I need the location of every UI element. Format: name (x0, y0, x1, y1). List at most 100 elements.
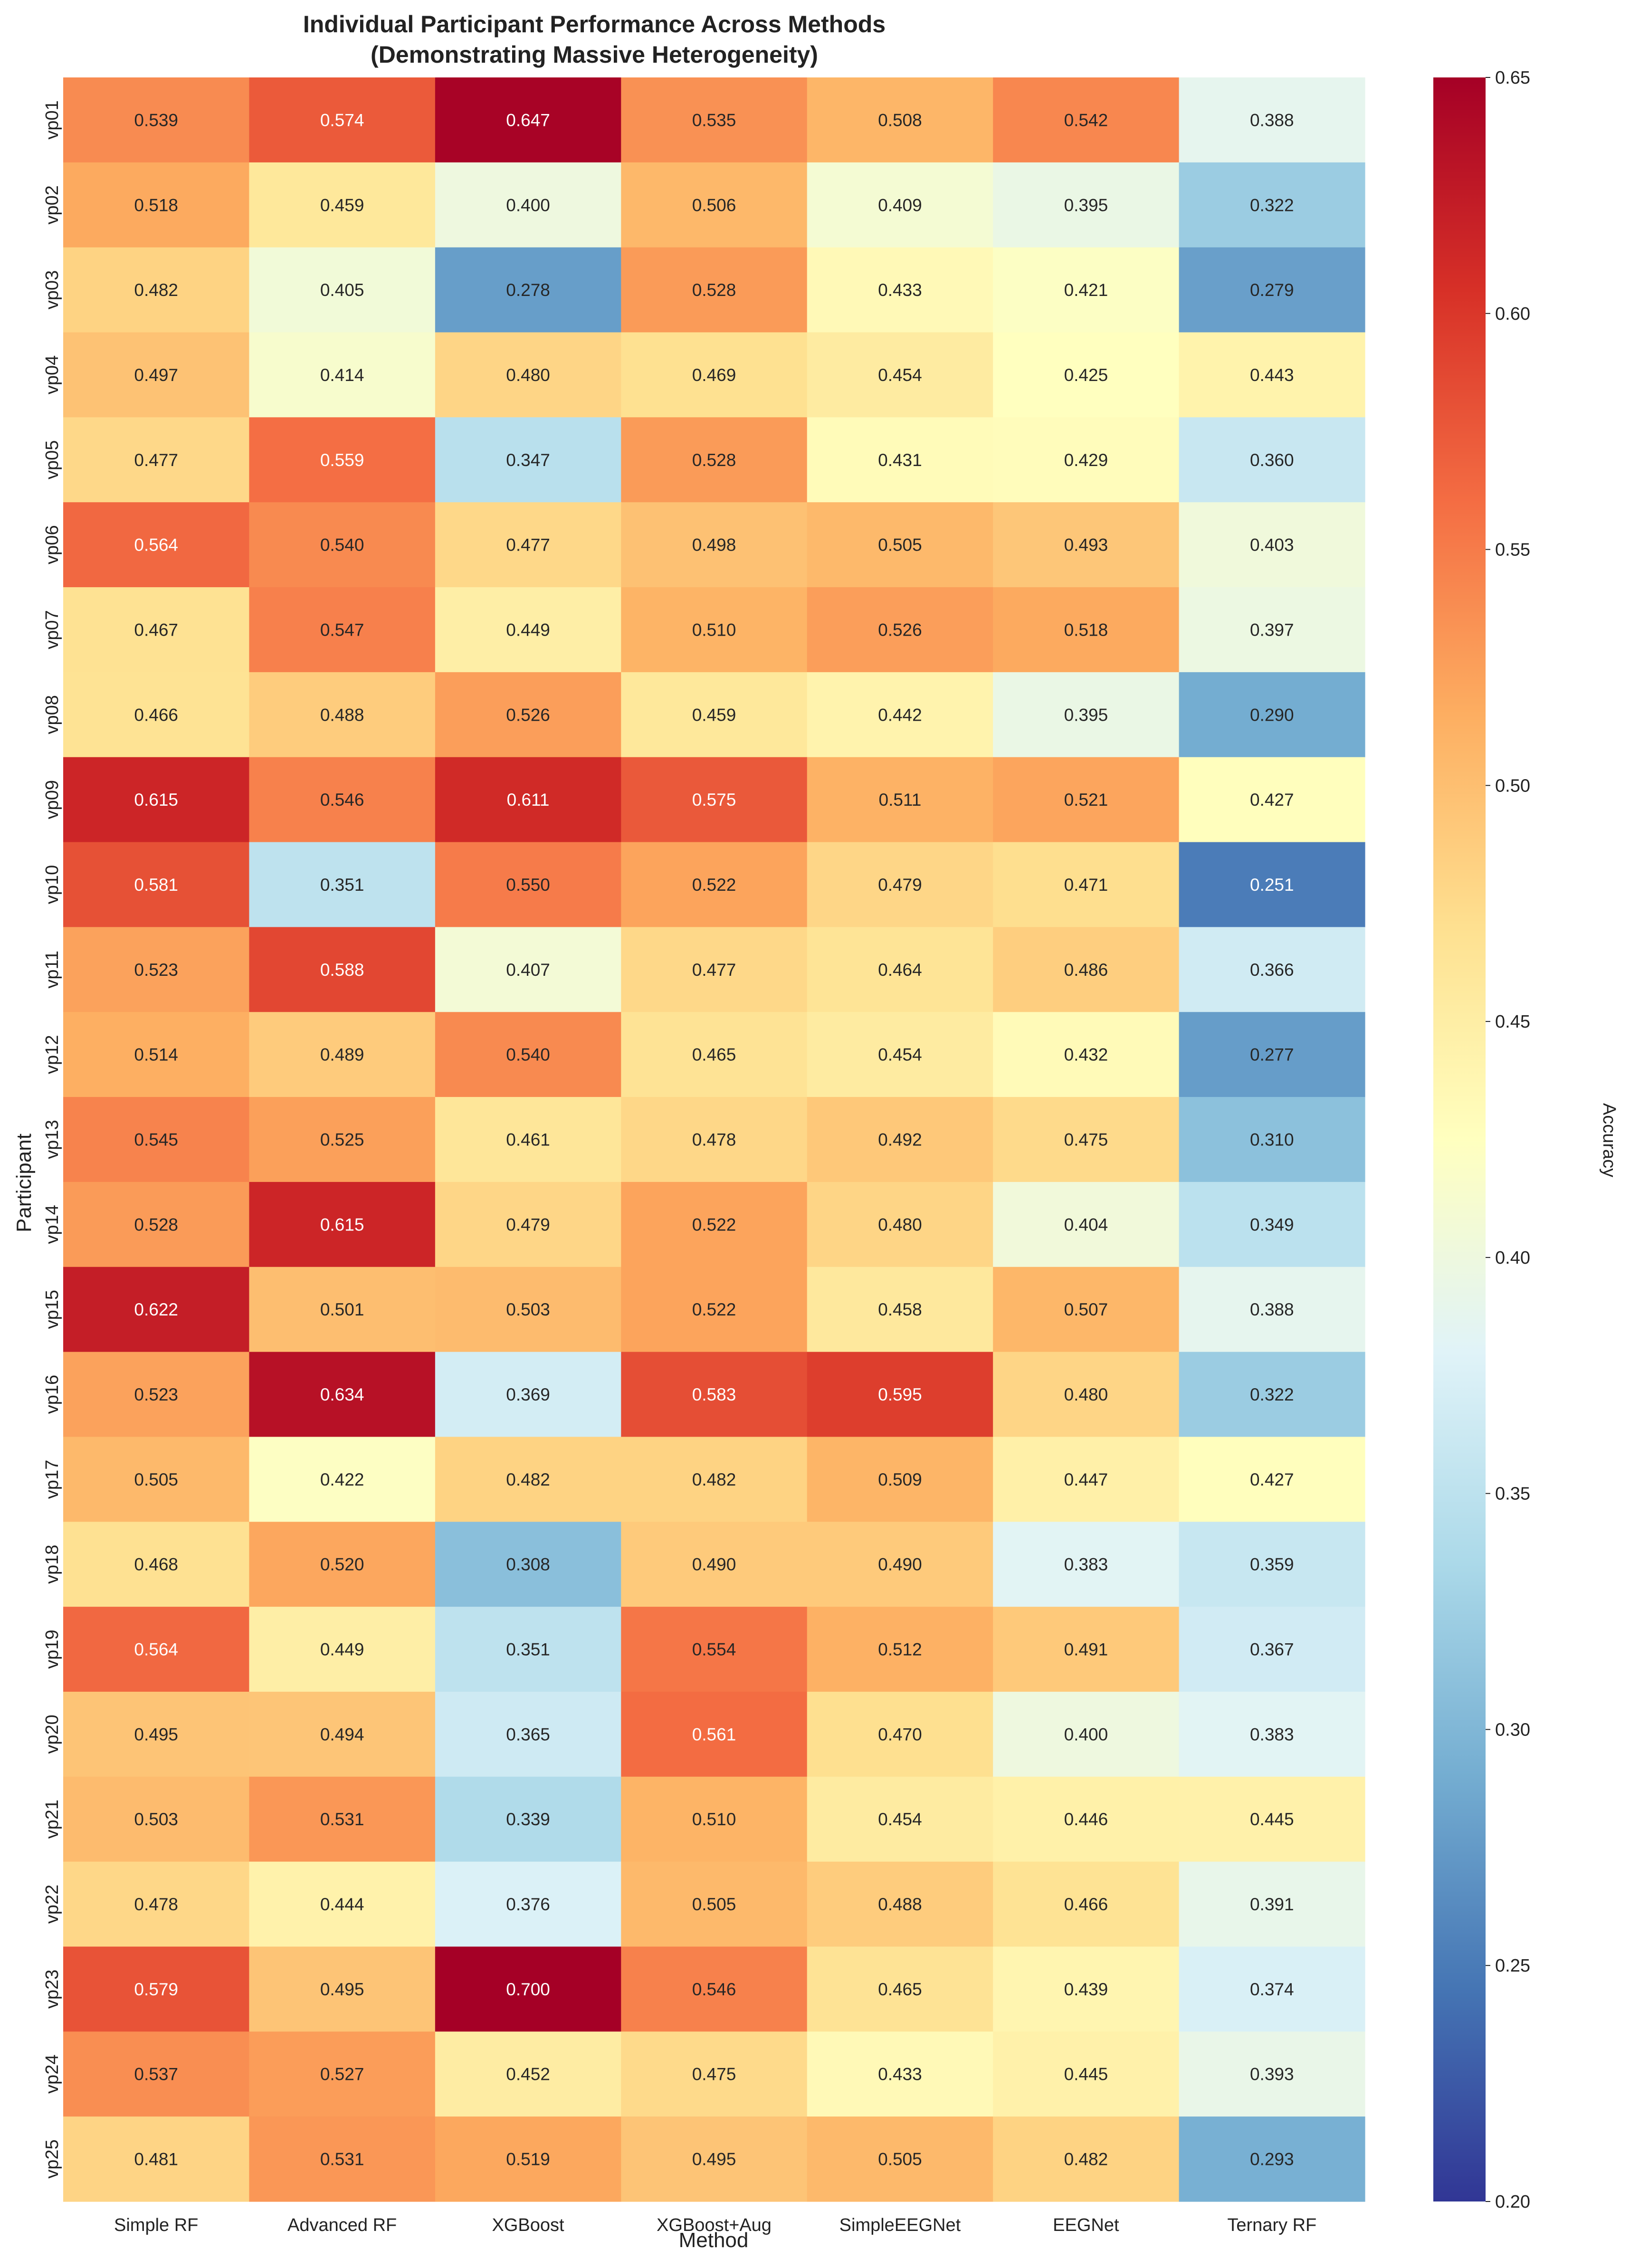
heatmap-cell (435, 1012, 621, 1097)
heatmap-cell (621, 1437, 808, 1522)
y-tick-label: vp22 (42, 1885, 62, 1924)
cell-value-label: 0.497 (134, 365, 178, 385)
heatmap-cell (807, 1097, 993, 1182)
x-tick-label: Advanced RF (287, 2215, 397, 2235)
cell-value-label: 0.469 (692, 365, 736, 385)
cell-value-label: 0.486 (1064, 960, 1108, 980)
colorbar-tick-label: 0.55 (1495, 540, 1530, 560)
cell-value-label: 0.308 (506, 1555, 550, 1574)
cell-value-label: 0.615 (320, 1215, 364, 1234)
heatmap-cell (621, 2116, 808, 2202)
cell-value-label: 0.449 (506, 620, 550, 639)
heatmap-cell (621, 757, 808, 843)
heatmap-cell (993, 672, 1180, 758)
heatmap-cell (435, 1946, 621, 2032)
y-tick-label: vp12 (42, 1035, 62, 1074)
y-tick-label: vp23 (42, 1970, 62, 2009)
heatmap-cell (63, 842, 250, 927)
heatmap-cell (621, 1691, 808, 1777)
heatmap-cell (249, 1267, 436, 1353)
heatmap-cell (63, 332, 250, 418)
heatmap-cell (993, 1607, 1180, 1692)
cell-value-label: 0.433 (878, 280, 922, 300)
cell-value-label: 0.581 (134, 875, 178, 895)
cell-value-label: 0.622 (134, 1300, 178, 1319)
cell-value-label: 0.521 (1064, 790, 1108, 810)
x-tick-label: SimpleEEGNet (839, 2215, 961, 2235)
heatmap-cell (621, 842, 808, 927)
heatmap-cell (63, 1352, 250, 1438)
heatmap-cell (1179, 1776, 1365, 1862)
heatmap-cell (435, 1861, 621, 1947)
heatmap-cell (435, 587, 621, 673)
heatmap-cell (621, 1861, 808, 1947)
cell-value-label: 0.367 (1250, 1640, 1294, 1659)
heatmap-cell (621, 247, 808, 333)
y-axis-label: Participant (12, 1134, 36, 1232)
cell-value-label: 0.427 (1250, 1470, 1294, 1489)
heatmap-cell (249, 332, 436, 418)
cell-value-label: 0.547 (320, 620, 364, 639)
cell-value-label: 0.445 (1250, 1810, 1294, 1829)
cell-value-label: 0.351 (506, 1640, 550, 1659)
heatmap-cell (621, 417, 808, 503)
heatmap-cell (63, 672, 250, 758)
heatmap-cell (249, 842, 436, 927)
cell-value-label: 0.351 (320, 875, 364, 895)
heatmap-cell (435, 672, 621, 758)
heatmap-cell (249, 587, 436, 673)
heatmap-cell (435, 842, 621, 927)
cell-value-label: 0.505 (134, 1470, 178, 1489)
cell-value-label: 0.359 (1250, 1555, 1294, 1574)
heatmap-cell (435, 162, 621, 248)
heatmap-cell (435, 1182, 621, 1267)
heatmap-cell (63, 757, 250, 843)
y-tick-label: vp11 (42, 951, 62, 989)
cell-value-label: 0.360 (1250, 450, 1294, 470)
cell-value-label: 0.522 (692, 1215, 736, 1234)
heatmap-cell (1179, 1607, 1365, 1692)
cell-value-label: 0.564 (134, 1640, 178, 1659)
cell-value-label: 0.495 (320, 1980, 364, 1999)
cell-value-label: 0.447 (1064, 1470, 1108, 1489)
heatmap-cell (1179, 672, 1365, 758)
y-tick-label: vp03 (42, 270, 62, 309)
heatmap-cell (249, 1182, 436, 1267)
cell-value-label: 0.458 (878, 1300, 922, 1319)
cell-value-label: 0.464 (878, 960, 922, 980)
colorbar: 0.20 0.25 0.30 0.35 0.40 0.45 0.50 0.55 0.60 0.65 (1433, 68, 1530, 2212)
cell-value-label: 0.459 (320, 195, 364, 215)
cell-value-label: 0.388 (1250, 1300, 1294, 1319)
cell-value-label: 0.479 (878, 875, 922, 895)
y-tick-label: vp04 (42, 355, 62, 394)
y-tick-labels: vp01 vp02 vp03 vp04 vp05 vp06 vp07 vp08 vp09 vp10… (42, 100, 62, 2179)
heatmap-cell (249, 502, 436, 588)
heatmap-cell (435, 77, 621, 163)
y-tick-label: vp08 (42, 695, 62, 734)
cell-value-label: 0.482 (1064, 2150, 1108, 2169)
heatmap-cell (621, 162, 808, 248)
heatmap-cell (249, 1012, 436, 1097)
heatmap-cell (993, 1182, 1180, 1267)
cell-value-label: 0.564 (134, 535, 178, 555)
heatmap-cell (435, 417, 621, 503)
y-tick-label: vp25 (42, 2139, 62, 2178)
heatmap-cell (807, 757, 993, 843)
heatmap-cell (993, 502, 1180, 588)
cell-value-label: 0.495 (134, 1725, 178, 1744)
heatmap-cells: 0.539 0.574 0.647 0.535 0.508 0.542 0.388 0.518… (63, 77, 1365, 2202)
cell-value-label: 0.528 (692, 450, 736, 470)
heatmap-cell (807, 842, 993, 927)
y-tick-label: vp13 (42, 1120, 62, 1159)
cell-value-label: 0.407 (506, 960, 550, 980)
heatmap-cell (435, 757, 621, 843)
heatmap-cell (435, 1437, 621, 1522)
cell-value-label: 0.395 (1064, 705, 1108, 724)
cell-value-label: 0.366 (1250, 960, 1294, 980)
heatmap-cell (807, 2116, 993, 2202)
cell-value-label: 0.482 (506, 1470, 550, 1489)
cell-value-label: 0.505 (878, 2150, 922, 2169)
cell-value-label: 0.523 (134, 1385, 178, 1404)
chart-title: Individual Participant Performance Acros… (303, 11, 886, 38)
heatmap-cell (435, 927, 621, 1012)
